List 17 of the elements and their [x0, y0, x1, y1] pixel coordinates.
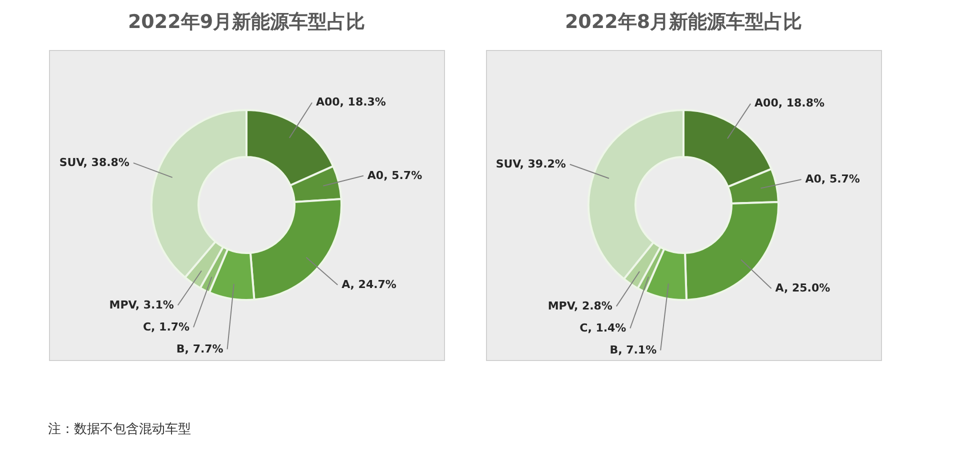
slice-label: B, 7.7% [176, 342, 224, 356]
slice-label: SUV, 38.8% [59, 156, 130, 169]
chart-title: 2022年8月新能源车型占比 [564, 11, 802, 33]
slice-label: C, 1.7% [142, 320, 190, 334]
slice-label: A0, 5.7% [805, 172, 860, 186]
slice-label: A0, 5.7% [367, 168, 422, 182]
slice-label: A, 25.0% [775, 282, 830, 295]
slice-label: A00, 18.3% [316, 96, 386, 109]
slice-label: B, 7.1% [610, 343, 657, 356]
slice-label: MPV, 3.1% [109, 298, 174, 312]
text: 注：数据不包含混动车型 [48, 421, 191, 438]
slice-label: MPV, 2.8% [548, 299, 612, 312]
slice-label: SUV, 39.2% [496, 157, 566, 170]
slice-label: C, 1.4% [580, 321, 626, 334]
slice-label: A00, 18.8% [754, 96, 825, 110]
chart-title: 2022年9月新能源车型占比 [128, 11, 366, 33]
slice-label: A, 24.7% [342, 278, 396, 291]
